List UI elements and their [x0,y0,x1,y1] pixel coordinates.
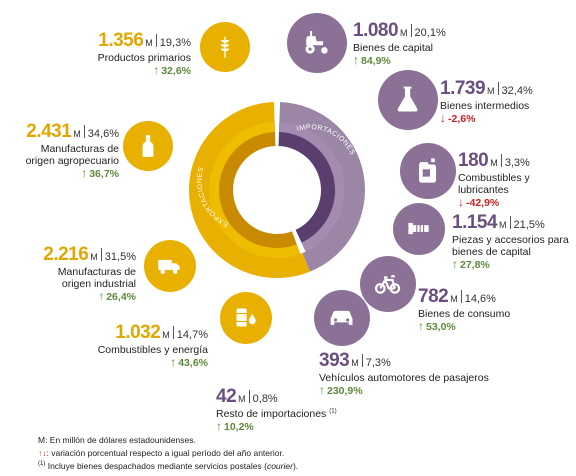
imports-ring-band [279,122,345,252]
variation: ↑ 32,6% [153,62,191,77]
import-bienes-de-consumo: 782 M 14,6% Bienes de consumo ↑ 53,0% [418,286,511,333]
export-productos-primarios: 1.356 M 19,3% Productos primarios ↑ 32,6% [97,30,191,77]
oil-barrel-icon [220,292,272,344]
arrow-up-icon: ↑ [98,288,105,303]
share: 19,3% [159,37,191,49]
export-manufacturas-industrial: 2.216 M 31,5% Manufacturas de origen indus… [43,244,136,303]
arrow-up-icon: ↑ [452,256,458,271]
value: 1.356 [98,30,144,51]
import-bienes-intermedios: 1.739 M 32,4% Bienes intermedios ↓ -2,6% [440,78,533,125]
jerrycan-icon [400,143,456,199]
arrow-down-icon: ↓ [42,448,47,458]
arrow-up-icon: ↑ [353,52,359,67]
truck-icon [144,240,196,292]
bicycle-icon [360,256,416,312]
arrow-down-icon: ↓ [440,110,446,125]
arrow-up-icon: ↑ [81,165,88,180]
arrow-up-icon: ↑ [153,62,160,77]
arrow-up-icon: ↑ [319,382,325,397]
flask-icon [378,70,438,130]
arrow-up-icon: ↑ [418,318,424,333]
arrow-up-icon: ↑ [216,418,222,433]
exports-ring-inner [209,122,301,258]
tractor-icon [287,13,347,73]
export-manufacturas-agropecuario: 2.431 M 34,6% Manufacturas de origen agrop… [25,121,119,180]
exports-ring-outer [189,102,310,278]
car-icon [314,290,370,346]
wheat-icon [200,22,250,72]
arrow-down-icon: ↓ [458,194,464,209]
arrow-up-icon: ↑ [170,354,177,369]
import-bienes-de-capital: 1.080 M 20,1% Bienes de capital ↑ 84,9% [353,20,446,67]
arrow-up-icon: ↑ [38,448,43,458]
footnote-unit: M: En millón de dólares estadounidenses. [38,435,196,445]
bolt-part-icon [393,203,445,255]
import-vehiculos-pasajeros: 393 M 7,3% Vehículos automotores de pasaje… [319,350,489,397]
footnote-arrows: ↑↓: variación porcentual respecto a igua… [38,448,285,458]
label: Productos primarios [97,51,191,64]
import-piezas-accesorios: 1.154 M 21,5% Piezas y accesorios para bie… [452,212,569,271]
export-combustibles-energia: 1.032 M 14,7% Combustibles y energía ↑ 43,6… [97,322,208,369]
bottle-icon [123,121,173,171]
import-combustibles-lubricantes: 180 M 3,3% Combustibles y lubricantes ↓ -42… [458,150,530,209]
footnote-resto: (1) Incluye bienes despachados mediante … [38,461,299,471]
import-resto: 42 M 0,8% Resto de importaciones (1) ↑ 10,2… [216,386,337,433]
imports-ring-outer [279,102,366,272]
